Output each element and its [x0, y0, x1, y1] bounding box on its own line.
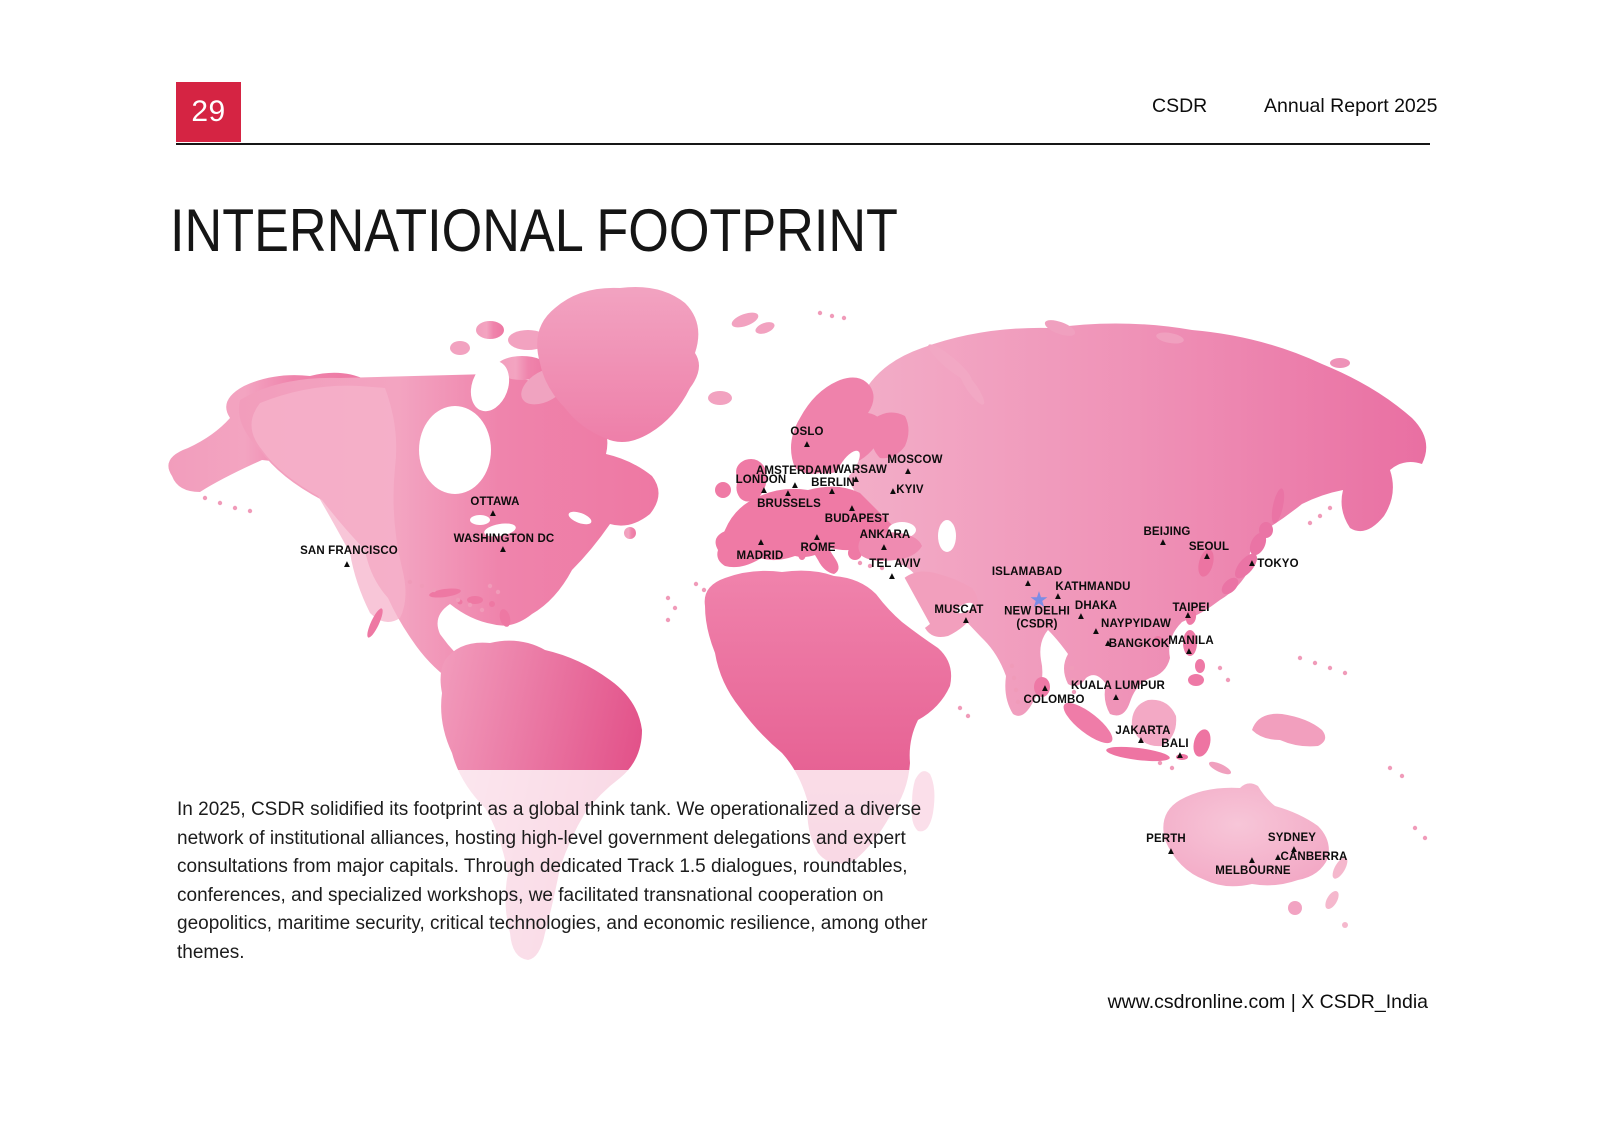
header-brand: CSDR	[1152, 95, 1208, 117]
caspian-sea	[938, 520, 956, 552]
page-number-box: 29	[176, 82, 241, 142]
page-number: 29	[191, 95, 226, 128]
page-title: INTERNATIONAL FOOTPRINT	[170, 197, 898, 264]
header-report-title: Annual Report 2025	[1264, 95, 1438, 117]
world-map	[160, 268, 1440, 968]
body-paragraph: In 2025, CSDR solidified its footprint a…	[177, 799, 928, 963]
continent-europe	[715, 377, 909, 584]
continent-australia	[1163, 783, 1348, 928]
world-map-svg	[160, 287, 1428, 968]
continent-asia	[845, 320, 1427, 716]
map-fade-overlay	[160, 770, 1060, 968]
header-rule	[176, 143, 1430, 145]
red-sea	[894, 573, 930, 631]
persian-gulf	[956, 602, 974, 614]
region-east-asia-islands	[1034, 522, 1326, 775]
footer-contact: www.csdronline.com | X CSDR_India	[1107, 991, 1428, 1013]
island-dots	[202, 310, 1428, 841]
continent-greenland	[537, 287, 775, 442]
